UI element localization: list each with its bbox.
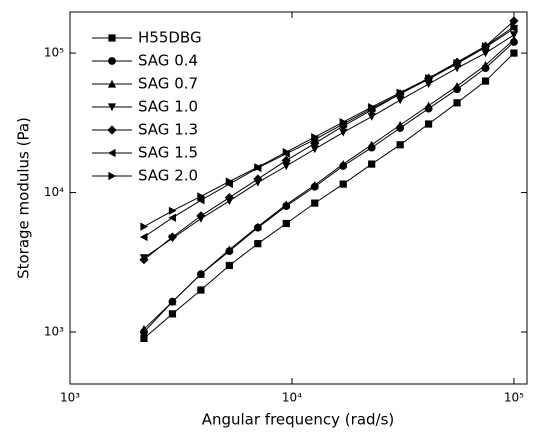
marker [139,232,148,242]
legend-marker [108,57,116,65]
y-tick-label: 10³ [44,325,64,339]
legend-label: SAG 1.0 [138,98,198,116]
marker [509,35,519,44]
marker [197,286,205,294]
marker [424,101,433,110]
y-tick-label: 10⁴ [44,185,64,199]
marker [367,113,376,121]
marker [168,297,177,306]
series-line [143,52,515,339]
marker [396,88,405,97]
marker [452,81,462,90]
marker [254,240,262,248]
marker [367,140,376,149]
marker [168,310,177,318]
marker [311,199,319,207]
marker [140,222,149,231]
marker [225,261,233,270]
marker [509,31,519,39]
marker [196,196,205,205]
marker [453,99,461,107]
marker [339,117,348,127]
marker [510,22,519,31]
marker [282,147,291,157]
marker [396,120,405,129]
legend-marker [107,148,116,158]
marker [509,16,519,26]
marker [196,270,206,278]
plot-frame [69,11,528,385]
marker [168,213,177,222]
marker [225,177,234,186]
marker [197,192,206,201]
legend-label: SAG 0.4 [138,52,198,70]
legend-marker [107,103,117,112]
marker [282,162,291,171]
marker [282,200,291,209]
marker [254,163,262,172]
marker [139,324,149,333]
marker [481,49,490,58]
y-tick-label: 10⁵ [44,46,64,60]
marker [140,334,148,343]
x-tick-label: 10⁵ [504,391,524,405]
marker [481,42,490,51]
y-axis-label: Storage modulus (Pa) [15,117,33,279]
marker [253,174,263,184]
marker [339,159,348,168]
marker [339,180,347,188]
x-tick-label: 10⁴ [282,391,302,405]
series-line [143,39,515,330]
marker [139,255,149,265]
legend-label: SAG 2.0 [138,167,198,185]
marker [253,222,262,231]
legend-label: SAG 0.7 [138,75,198,93]
marker [424,74,433,83]
marker [310,138,320,149]
marker [481,77,490,85]
x-tick-label: 10³ [60,391,80,405]
marker [224,192,234,203]
marker [311,132,319,142]
series-line [143,20,515,261]
marker [396,141,404,149]
legend-marker [107,79,117,88]
x-axis-label: Angular frequency (rad/s) [202,411,395,429]
marker [453,58,462,68]
legend-marker [108,171,117,181]
marker [168,206,177,215]
legend-marker [107,125,117,135]
marker [196,211,206,221]
series-line [143,34,515,259]
marker [424,120,433,128]
marker [481,60,490,69]
marker [225,245,234,254]
series-line [143,28,515,238]
legend-label: SAG 1.5 [138,144,198,162]
marker [310,181,319,189]
marker [167,232,178,242]
legend-marker [108,34,116,42]
legend-label: H55DBG [138,29,202,47]
marker [368,160,376,168]
marker [396,96,405,105]
marker [368,102,376,112]
marker [310,145,319,154]
marker [510,49,518,57]
marker [339,128,348,137]
marker [281,155,291,166]
series-line [143,26,515,228]
marker [282,219,290,228]
legend-label: SAG 1.3 [138,121,198,139]
